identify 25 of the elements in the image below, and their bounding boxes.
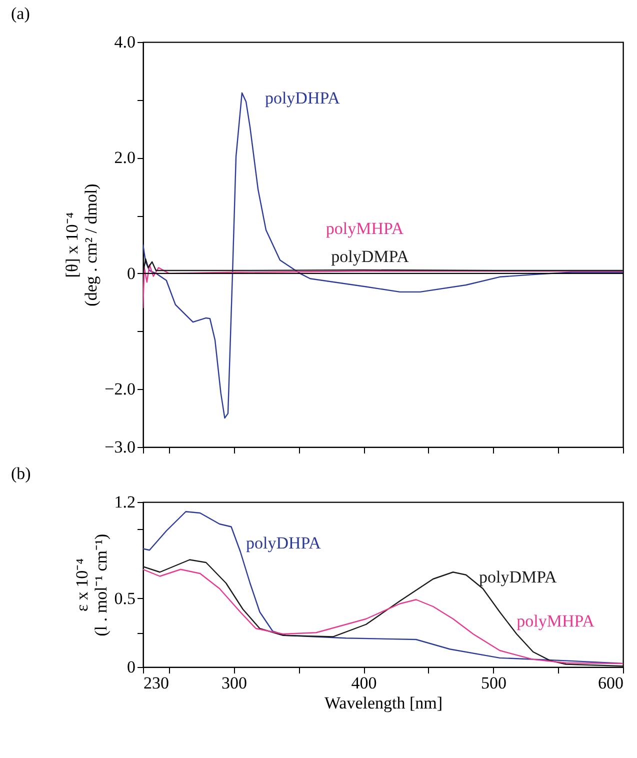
series-label: polyDMPA xyxy=(479,568,558,587)
y-tick-label: −2.0 xyxy=(104,380,136,399)
series-label: polyDHPA xyxy=(246,533,322,552)
chart-title: (a) xyxy=(11,4,30,23)
x-tick-label: 500 xyxy=(481,674,507,692)
line-series xyxy=(143,511,623,664)
x-axis-title: Wavelength [nm] xyxy=(324,694,443,712)
y-tick-label: 4.0 xyxy=(114,32,136,52)
x-tick-label: 400 xyxy=(351,674,377,692)
y-axis-title: [θ] x 10⁻⁴ (deg . cm² / dmol) xyxy=(62,184,101,306)
x-tick-label: 230 xyxy=(144,674,169,692)
y-axis-title: ε x 10⁻⁴ (l . mol⁻¹ cm⁻¹) xyxy=(72,534,110,636)
y-tick-label: 0 xyxy=(127,264,136,283)
y-tick-label: −3.0 xyxy=(104,438,136,456)
chart-title: (b) xyxy=(11,464,31,483)
x-tick-label: 600 xyxy=(598,674,624,692)
y-tick-label: 0 xyxy=(127,658,136,676)
x-tick-label: 300 xyxy=(222,674,248,692)
y-tick-label: 0.5 xyxy=(114,588,136,608)
series-label: polyDMPA xyxy=(331,247,410,266)
y-tick-label: 2.0 xyxy=(114,148,136,168)
series-label: polyMHPA xyxy=(326,218,404,238)
y-tick-label: 1.2 xyxy=(114,492,136,512)
series-label: polyMHPA xyxy=(516,612,596,631)
series-label: polyDHPA xyxy=(264,88,341,108)
